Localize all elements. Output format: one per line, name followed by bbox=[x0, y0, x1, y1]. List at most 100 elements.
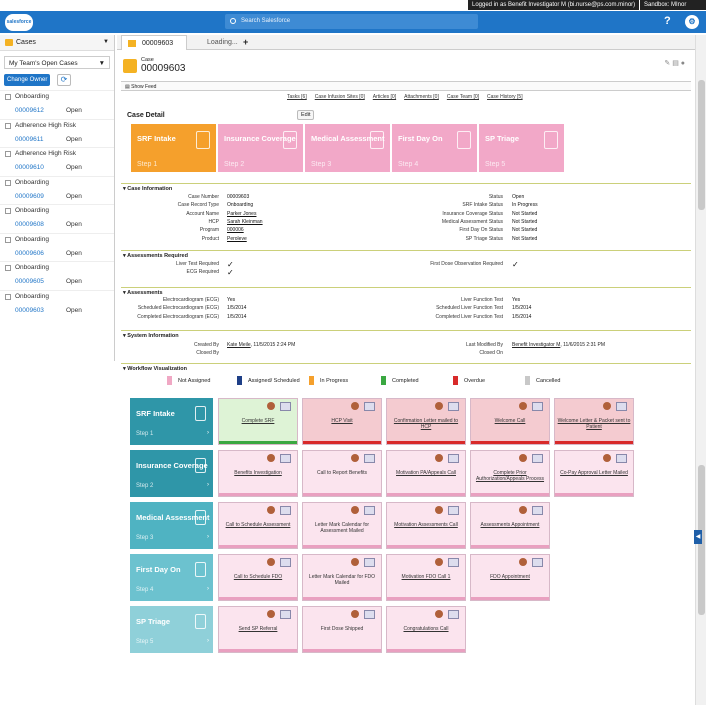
task-label[interactable]: Motivation Assessments Call bbox=[394, 522, 458, 528]
task-label[interactable]: HCP Visit bbox=[331, 418, 353, 424]
print-icon[interactable]: ▤ bbox=[672, 60, 679, 67]
task-label[interactable]: Send SP Referral bbox=[238, 626, 278, 632]
case-number-link[interactable]: 00009608 bbox=[15, 221, 44, 228]
list-item[interactable]: Onboarding 00009605 Open bbox=[0, 261, 114, 290]
checkbox[interactable] bbox=[5, 94, 11, 100]
show-feed-bar[interactable]: ▤ Show Feed bbox=[121, 81, 691, 91]
refresh-icon[interactable]: ⟳ bbox=[57, 74, 71, 86]
workflow-task-card[interactable]: Letter Mark Calendar for Assessment Mail… bbox=[302, 502, 382, 549]
workflow-task-card[interactable]: Call to Schedule FDO bbox=[218, 554, 298, 601]
task-label[interactable]: FDO Appointment bbox=[490, 574, 530, 580]
list-item[interactable]: Onboarding 00009606 Open bbox=[0, 232, 114, 262]
workflow-task-card[interactable]: Motivation FDO Call 1 bbox=[386, 554, 466, 601]
checkbox[interactable] bbox=[5, 151, 11, 157]
section-assessments[interactable]: Assessments bbox=[121, 287, 691, 296]
task-label[interactable]: Welcome Call bbox=[494, 418, 526, 424]
task-label[interactable]: Benefits Investigation bbox=[234, 470, 282, 476]
task-label[interactable]: Call to Schedule Assessment bbox=[225, 522, 291, 528]
list-view-select[interactable]: My Team's Open Cases ▼ bbox=[4, 56, 110, 69]
task-label[interactable]: Complete SRF bbox=[241, 418, 275, 424]
global-search-input[interactable]: Search Salesforce bbox=[225, 14, 478, 29]
case-number-link[interactable]: 00009611 bbox=[15, 135, 44, 143]
case-number-link[interactable]: 00009612 bbox=[15, 107, 44, 114]
step-3[interactable]: Medical Assessment Step 3 bbox=[305, 124, 390, 172]
task-label[interactable]: First Dose Shipped bbox=[320, 626, 364, 632]
scroll-thumb[interactable] bbox=[698, 80, 705, 210]
list-item[interactable]: Onboarding 00009603 Open bbox=[0, 289, 114, 319]
checkbox[interactable] bbox=[5, 236, 11, 243]
step-4[interactable]: First Day On Step 4 bbox=[392, 124, 477, 172]
scrollbar[interactable] bbox=[695, 35, 706, 705]
workflow-stage-header[interactable]: Insurance Coverage Step 2 › bbox=[130, 450, 213, 497]
workflow-task-card[interactable]: Send SP Referral bbox=[218, 606, 298, 653]
workflow-stage-header[interactable]: SP Triage Step 5 › bbox=[130, 606, 213, 653]
task-label[interactable]: Motivation PA/Appeals Call bbox=[396, 470, 456, 476]
settings-gear-icon[interactable]: ⚙ bbox=[685, 15, 699, 29]
field-value[interactable]: 000006 bbox=[227, 227, 244, 234]
workflow-task-card[interactable]: Call to Report Benefits bbox=[302, 450, 382, 497]
field-value[interactable]: Sarah Kleinman bbox=[227, 218, 263, 225]
workflow-task-card[interactable]: Complete SRF bbox=[218, 398, 298, 445]
task-label[interactable]: Welcome Letter & Packet sent to Patient bbox=[557, 418, 631, 430]
workflow-task-card[interactable]: Co-Pay Approval Letter Mailed bbox=[554, 450, 634, 497]
case-number-link[interactable]: 00009605 bbox=[15, 278, 44, 285]
task-label[interactable]: Co-Pay Approval Letter Mailed bbox=[560, 470, 628, 476]
section-assessments-required[interactable]: Assessments Required bbox=[121, 250, 691, 259]
checkbox[interactable] bbox=[5, 293, 11, 300]
workflow-task-card[interactable]: First Dose Shipped bbox=[302, 606, 382, 653]
related-link[interactable]: Attachments [0] bbox=[404, 94, 439, 100]
workflow-task-card[interactable]: Assessments Appointment bbox=[470, 502, 550, 549]
task-label[interactable]: Confirmation Letter mailed to HCP bbox=[393, 418, 459, 430]
list-item[interactable]: Onboarding 00009612 Open bbox=[0, 90, 114, 119]
task-label[interactable]: Call to Schedule FDO bbox=[233, 574, 283, 580]
task-label[interactable]: Motivation FDO Call 1 bbox=[401, 574, 451, 580]
task-label[interactable]: Congratulations Call bbox=[403, 626, 449, 632]
help-icon[interactable]: ● bbox=[680, 60, 685, 67]
workflow-task-card[interactable]: Congratulations Call bbox=[386, 606, 466, 653]
workflow-task-card[interactable]: Benefits Investigation bbox=[218, 450, 298, 497]
tab-loading[interactable]: Loading... bbox=[187, 35, 251, 50]
change-owner-button[interactable]: Change Owner bbox=[4, 74, 51, 86]
collapse-handle-icon[interactable]: ◀ bbox=[694, 530, 702, 544]
list-item[interactable]: Onboarding 00009608 Open bbox=[0, 204, 114, 233]
related-link[interactable]: Tasks [6] bbox=[287, 94, 307, 100]
case-number-link[interactable]: 00009609 bbox=[15, 192, 44, 200]
task-label[interactable]: Call to Report Benefits bbox=[316, 470, 368, 476]
section-case-information[interactable]: Case Information bbox=[121, 183, 691, 192]
created-by-link[interactable]: Kate Meile bbox=[227, 342, 251, 348]
help-icon[interactable]: ? bbox=[664, 15, 671, 27]
workflow-task-card[interactable]: Confirmation Letter mailed to HCP bbox=[386, 398, 466, 445]
workflow-task-card[interactable]: Letter Mark Calendar for FDO Mailed bbox=[302, 554, 382, 601]
workflow-task-card[interactable]: Call to Schedule Assessment bbox=[218, 502, 298, 549]
edit-button[interactable]: Edit bbox=[297, 110, 315, 120]
list-item[interactable]: Adherence High Risk 00009610 Open bbox=[0, 147, 114, 176]
edit-icon[interactable]: ✎ bbox=[664, 60, 671, 67]
step-1[interactable]: SRF Intake Step 1 bbox=[131, 124, 216, 172]
tab-case[interactable]: 00009603 bbox=[121, 35, 187, 50]
workflow-task-card[interactable]: Welcome Call bbox=[470, 398, 550, 445]
related-link[interactable]: Case Infusion Sites [0] bbox=[314, 94, 365, 100]
related-link[interactable]: Case History [5] bbox=[487, 94, 523, 100]
step-2[interactable]: Insurance Coverage Step 2 bbox=[218, 124, 303, 172]
workflow-task-card[interactable]: Motivation PA/Appeals Call bbox=[386, 450, 466, 497]
checkbox[interactable] bbox=[5, 122, 11, 129]
related-link[interactable]: Articles [0] bbox=[372, 94, 397, 100]
case-number-link[interactable]: 00009603 bbox=[15, 306, 44, 314]
section-system-information[interactable]: System Information bbox=[121, 330, 691, 339]
modified-by-link[interactable]: Benefit Investigator M bbox=[512, 342, 561, 348]
workflow-task-card[interactable]: Motivation Assessments Call bbox=[386, 502, 466, 549]
task-label[interactable]: Letter Mark Calendar for FDO Mailed bbox=[308, 574, 376, 586]
task-label[interactable]: Complete Prior Authorization/Appeals Pro… bbox=[475, 470, 545, 482]
salesforce-logo[interactable]: salesforce bbox=[5, 14, 33, 31]
field-value[interactable]: Peroleve bbox=[227, 235, 247, 242]
checkbox[interactable] bbox=[5, 265, 11, 271]
checkbox[interactable] bbox=[5, 208, 11, 214]
related-link[interactable]: Case Team [0] bbox=[446, 94, 480, 100]
workflow-task-card[interactable]: HCP Visit bbox=[302, 398, 382, 445]
field-value[interactable]: Parker Jones bbox=[227, 210, 257, 217]
section-workflow-visualization[interactable]: Workflow Visualization bbox=[121, 363, 691, 372]
case-number-link[interactable]: 00009610 bbox=[15, 164, 44, 171]
add-tab-button[interactable]: + bbox=[243, 37, 249, 47]
list-item[interactable]: Adherence High Risk 00009611 Open bbox=[0, 118, 114, 148]
workflow-task-card[interactable]: Welcome Letter & Packet sent to Patient bbox=[554, 398, 634, 445]
